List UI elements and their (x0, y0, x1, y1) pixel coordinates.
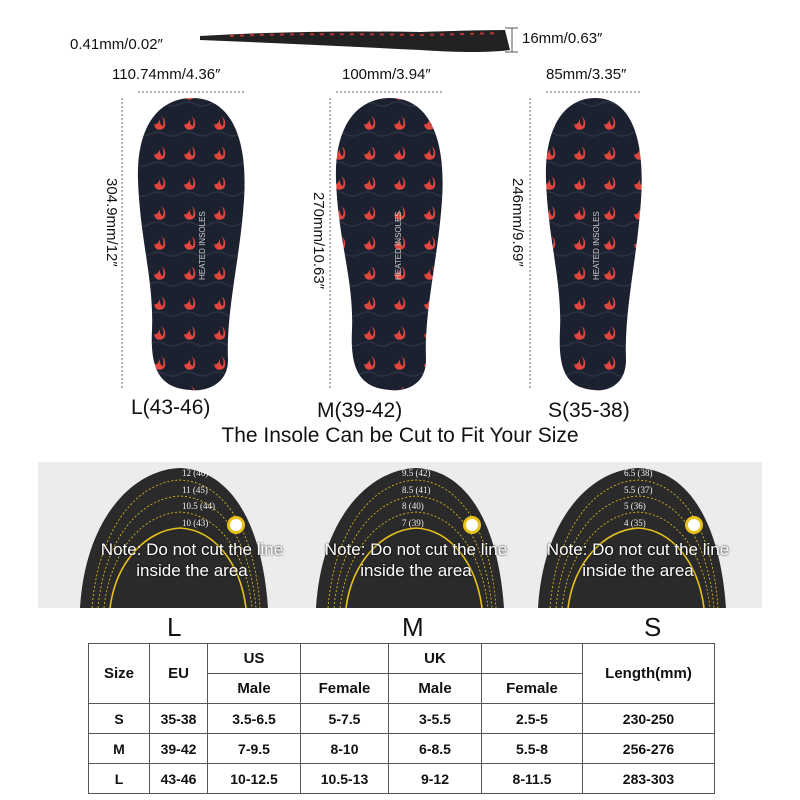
insole-m (329, 91, 443, 391)
header-length: Length(mm) (582, 643, 715, 704)
size-chart-table: Size EU US UK Length(mm) Male Female Mal… (88, 643, 715, 794)
m-size-label: M(39-42) (317, 399, 403, 422)
l-print: HEATED INSOLES (198, 211, 207, 280)
s-width-label: 85mm/3.35″ (546, 66, 627, 83)
m-length-label: 270mm/10.63″ (310, 192, 327, 290)
insole-s (529, 91, 642, 391)
m-width-label: 100mm/3.94″ (342, 66, 431, 83)
m-note: Note: Do not cut the line inside the are… (324, 540, 508, 580)
table-row: S 35-38 3.5-6.5 5-7.5 3-5.5 2.5-5 230-250 (88, 703, 715, 734)
insole-side-view (200, 27, 518, 53)
insole-l (121, 91, 245, 391)
s-print: HEATED INSOLES (592, 211, 601, 280)
caption: The Insole Can be Cut to Fit Your Size (221, 424, 579, 447)
m-print: HEATED INSOLES (394, 211, 403, 280)
s-letter: S (644, 612, 662, 642)
l-letter: L (167, 612, 182, 642)
header-eu: EU (149, 643, 208, 704)
l-size-label: L(43-46) (131, 396, 211, 419)
table-row: L 43-46 10-12.5 10.5-13 9-12 8-11.5 283-303 (88, 763, 715, 794)
m-cut-lines: 9.5 (42) 8.5 (41) 8 (40) 7 (39) (402, 468, 431, 528)
l-cut-lines: 12 (46) 11 (45) 10.5 (44) 10 (43) (182, 468, 215, 528)
m-letter: M (402, 612, 424, 642)
insoles-top-view (121, 91, 642, 391)
header-us-male: Male (207, 673, 301, 704)
header-size: Size (88, 643, 150, 704)
l-note: Note: Do not cut the line inside the are… (100, 540, 284, 580)
table-row: M 39-42 7-9.5 8-10 6-8.5 5.5-8 256-276 (88, 733, 715, 764)
thick-thickness-label: 16mm/0.63″ (522, 30, 603, 47)
header-uk: UK (388, 643, 482, 674)
cut-guide-shapes (80, 467, 727, 608)
s-cut-lines: 6.5 (38) 5.5 (37) 5 (36) 4 (35) (624, 468, 653, 528)
header-uk-female: Female (481, 673, 583, 704)
thin-thickness-label: 0.41mm/0.02″ (70, 36, 163, 53)
s-note: Note: Do not cut the line inside the are… (546, 540, 730, 580)
header-us-female: Female (300, 673, 389, 704)
l-width-label: 110.74mm/4.36″ (112, 66, 221, 83)
header-us: US (207, 643, 301, 674)
header-uk-male: Male (388, 673, 482, 704)
s-length-label: 246mm/9.69″ (509, 178, 526, 267)
l-length-label: 304.9mm/12″ (103, 178, 120, 267)
s-size-label: S(35-38) (548, 399, 630, 422)
